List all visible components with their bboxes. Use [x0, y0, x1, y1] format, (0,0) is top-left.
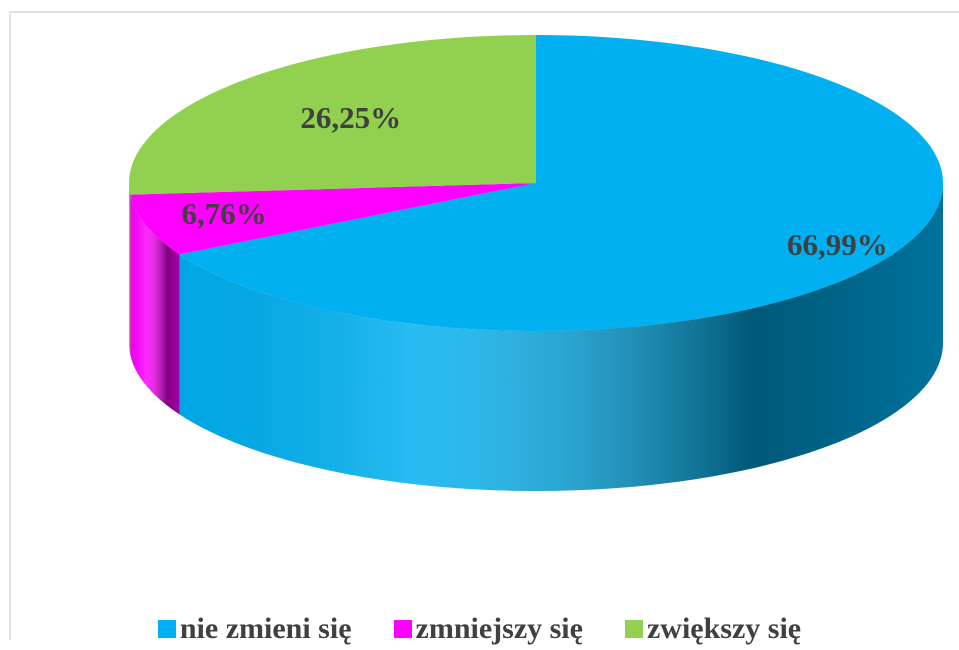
slice-side-shade: [129, 183, 131, 355]
legend-item: zmniejszy się: [393, 612, 583, 646]
legend-swatch: [157, 620, 176, 638]
chart-border: [9, 11, 959, 640]
data-label: 26,25%: [300, 100, 401, 135]
legend-swatch: [393, 620, 412, 638]
slice: [129, 35, 537, 195]
legend-label: zmniejszy się: [415, 612, 583, 645]
slice-side-shade: [179, 183, 944, 491]
data-label: 66,99%: [787, 227, 888, 262]
slice: [130, 183, 536, 255]
legend-item: nie zmieni się: [157, 612, 352, 646]
legend-item: zwiększy się: [624, 612, 802, 646]
legend: nie zmieni się zmniejszy się zwiększy się: [0, 612, 959, 646]
legend-swatch: [624, 620, 643, 638]
data-label: 6,76%: [181, 196, 266, 231]
legend-label: nie zmieni się: [179, 612, 352, 645]
slice-side-shade: [130, 194, 180, 415]
legend-label: zwiększy się: [646, 612, 802, 645]
slice: [179, 35, 943, 331]
